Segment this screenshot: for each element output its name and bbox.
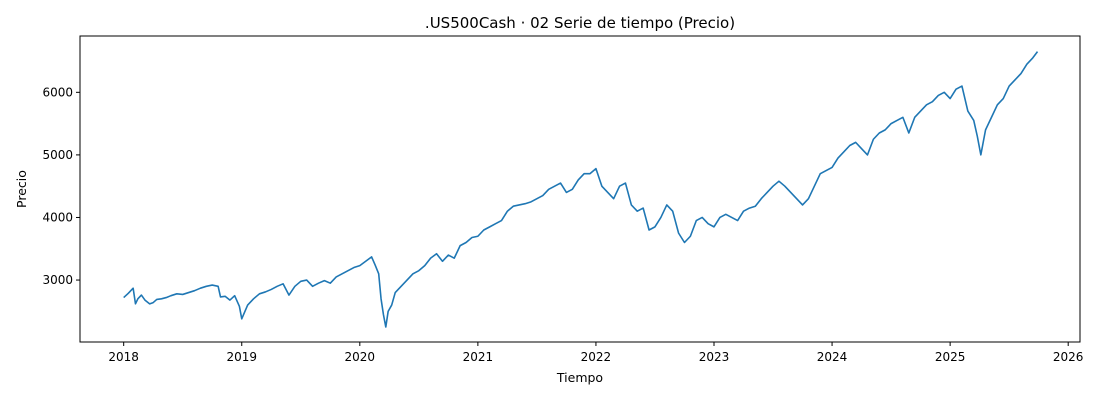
x-tick-label: 2024 (817, 350, 848, 364)
x-tick-label: 2018 (108, 350, 139, 364)
x-axis-label: Tiempo (556, 370, 603, 385)
x-tick-label: 2021 (463, 350, 494, 364)
plot-frame (79, 35, 1081, 343)
x-tick-label: 2020 (345, 350, 376, 364)
x-tick-label: 2019 (226, 350, 257, 364)
chart-title: .US500Cash · 02 Serie de tiempo (Precio) (425, 14, 735, 32)
y-tick-label: 4000 (42, 210, 73, 224)
x-tick-label: 2022 (581, 350, 612, 364)
y-tick-label: 5000 (42, 148, 73, 162)
x-tick-label: 2023 (699, 350, 730, 364)
y-axis: 3000 4000 5000 6000 (42, 85, 80, 287)
y-tick-label: 3000 (42, 273, 73, 287)
series-line-price (123, 51, 1039, 328)
y-tick-label: 6000 (42, 85, 73, 99)
x-axis: 2018 2019 2020 2021 2022 2023 2024 2025 2026 (108, 342, 1083, 364)
y-axis-label: Precio (14, 170, 29, 208)
x-tick-label: 2026 (1053, 350, 1084, 364)
x-tick-label: 2025 (935, 350, 966, 364)
plot-area (123, 51, 1039, 328)
